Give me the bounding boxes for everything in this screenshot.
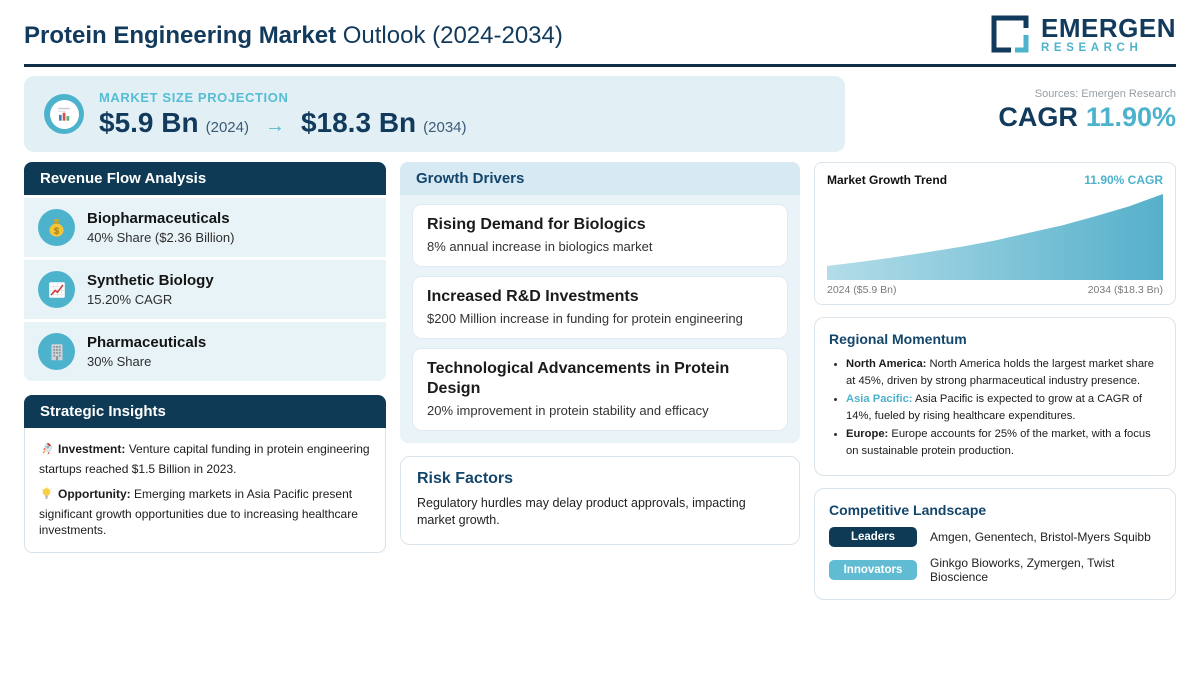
start-year: (2024) <box>205 118 249 136</box>
end-value: $18.3 Bn <box>300 106 417 138</box>
risk-factors-section: Risk Factors Regulatory hurdles may dela… <box>400 456 800 545</box>
sources-note: Sources: Emergen Research <box>1034 88 1176 100</box>
driver-title: Technological Advancements in Protein De… <box>427 360 730 397</box>
office-building-icon <box>38 333 75 370</box>
regional-list: North America: North America holds the l… <box>829 356 1161 459</box>
competitive-row: Innovators Ginkgo Bioworks, Zymergen, Tw… <box>829 556 1161 584</box>
region-text: North America holds the largest market s… <box>846 358 1154 387</box>
revenue-flow-title: Revenue Flow Analysis <box>24 162 386 195</box>
insight-lead: Investment: <box>58 442 126 456</box>
innovators-badge: Innovators <box>829 560 917 580</box>
competitive-landscape-section: Competitive Landscape Leaders Amgen, Gen… <box>814 488 1176 600</box>
header: Protein Engineering Market Outlook (2024… <box>0 0 1200 56</box>
revenue-item-title: Pharmaceuticals <box>87 334 207 351</box>
revenue-item-title: Biopharmaceuticals <box>87 210 230 227</box>
insight-lead: Opportunity: <box>58 487 131 501</box>
revenue-item: Pharmaceuticals 30% Share <box>24 322 386 381</box>
strategic-insights-title: Strategic Insights <box>24 395 386 428</box>
x-axis-start-label: 2024 ($5.9 Bn) <box>827 284 897 296</box>
logo-square-icon <box>991 15 1029 53</box>
growth-driver-card: Increased R&D Investments $200 Million i… <box>412 276 788 339</box>
driver-subtitle: $200 Million increase in funding for pro… <box>427 311 743 326</box>
header-divider <box>24 64 1176 67</box>
risk-factors-text: Regulatory hurdles may delay product app… <box>417 496 746 527</box>
page-title: Protein Engineering Market Outlook (2024… <box>24 22 563 50</box>
cagr-line: CAGR 11.90% <box>845 102 1176 133</box>
regional-item: North America: North America holds the l… <box>846 356 1161 389</box>
page-title-bold: Protein Engineering Market <box>24 22 337 49</box>
region-text: Europe accounts for 25% of the market, w… <box>846 428 1151 457</box>
region-lead: Asia Pacific: <box>846 393 913 405</box>
innovators-companies: Ginkgo Bioworks, Zymergen, Twist Bioscie… <box>930 556 1115 584</box>
region-lead: North America: <box>846 358 927 370</box>
regional-title: Regional Momentum <box>829 331 967 347</box>
driver-title: Rising Demand for Biologics <box>427 216 646 233</box>
market-growth-area-chart <box>827 194 1163 280</box>
insight-text: Emerging markets in Asia Pacific present… <box>39 487 358 537</box>
growth-driver-card: Rising Demand for Biologics 8% annual in… <box>412 204 788 267</box>
revenue-flow-section: Revenue Flow Analysis $ Biopharmaceutica… <box>24 162 386 381</box>
content-grid: Revenue Flow Analysis $ Biopharmaceutica… <box>24 162 1176 600</box>
middle-column: Growth Drivers Rising Demand for Biologi… <box>400 162 800 545</box>
brand-logo: EMERGEN RESEARCH <box>988 12 1176 56</box>
logo-text: EMERGEN RESEARCH <box>1041 15 1176 54</box>
lightbulb-icon <box>39 486 54 506</box>
driver-title: Increased R&D Investments <box>427 288 639 305</box>
revenue-item-subtitle: 30% Share <box>87 354 152 369</box>
svg-text:$: $ <box>54 226 60 237</box>
driver-subtitle: 20% improvement in protein stability and… <box>427 403 709 418</box>
bar-chart-icon <box>44 94 84 134</box>
growth-drivers-title: Growth Drivers <box>400 162 800 195</box>
cagr-value: 11.90% <box>1085 102 1176 132</box>
revenue-item-title: Synthetic Biology <box>87 272 214 289</box>
revenue-item-subtitle: 40% Share ($2.36 Billion) <box>87 230 235 245</box>
region-lead: Europe: <box>846 428 889 440</box>
market-size-banner: MARKET SIZE PROJECTION $5.9 Bn (2024) → … <box>24 76 845 152</box>
growth-driver-card: Technological Advancements in Protein De… <box>412 348 788 431</box>
start-value: $5.9 Bn <box>99 106 199 138</box>
risk-factors-title: Risk Factors <box>417 470 514 487</box>
logo-line2: RESEARCH <box>1041 41 1143 54</box>
bar-chart-glyph <box>58 107 70 121</box>
trend-title: Market Growth Trend <box>827 173 948 187</box>
money-bag-icon: $ <box>38 209 75 246</box>
market-size-text: MARKET SIZE PROJECTION $5.9 Bn (2024) → … <box>99 90 467 139</box>
regional-item: Europe: Europe accounts for 25% of the m… <box>846 426 1161 459</box>
chart-increasing-icon <box>38 271 75 308</box>
end-year: (2034) <box>423 118 467 136</box>
leaders-badge: Leaders <box>829 527 917 547</box>
insight-item: Opportunity: Emerging markets in Asia Pa… <box>39 486 371 539</box>
region-text: Asia Pacific is expected to grow at a CA… <box>846 393 1143 422</box>
market-size-label: MARKET SIZE PROJECTION <box>99 89 289 105</box>
market-size-values: $5.9 Bn (2024) → $18.3 Bn (2034) <box>99 107 467 139</box>
driver-subtitle: 8% annual increase in biologics market <box>427 239 653 254</box>
insight-text: Venture capital funding in protein engin… <box>39 442 370 476</box>
market-size-row: MARKET SIZE PROJECTION $5.9 Bn (2024) → … <box>24 76 1176 152</box>
logo-line1: EMERGEN <box>1041 12 1176 43</box>
revenue-item: $ Biopharmaceuticals 40% Share ($2.36 Bi… <box>24 198 386 257</box>
growth-drivers-section: Growth Drivers Rising Demand for Biologi… <box>400 162 800 443</box>
revenue-item-subtitle: 15.20% CAGR <box>87 292 173 307</box>
arrow-icon: → <box>264 114 285 137</box>
insight-item: Investment: Venture capital funding in p… <box>39 441 371 477</box>
competitive-title: Competitive Landscape <box>829 502 987 518</box>
regional-momentum-section: Regional Momentum North America: North A… <box>814 317 1176 476</box>
right-column: Market Growth Trend 11.90% CAGR 2024 ($5… <box>814 162 1176 600</box>
competitive-row: Leaders Amgen, Genentech, Bristol-Myers … <box>829 527 1161 547</box>
cagr-block: Sources: Emergen Research CAGR 11.90% <box>845 76 1176 152</box>
market-growth-trend-section: Market Growth Trend 11.90% CAGR 2024 ($5… <box>814 162 1176 305</box>
trend-cagr: 11.90% CAGR <box>1084 173 1163 187</box>
regional-item: Asia Pacific: Asia Pacific is expected t… <box>846 391 1161 424</box>
rocket-icon <box>39 441 54 461</box>
revenue-item: Synthetic Biology 15.20% CAGR <box>24 260 386 319</box>
page-title-rest: Outlook (2024-2034) <box>336 22 563 49</box>
cagr-label: CAGR <box>998 102 1078 132</box>
left-column: Revenue Flow Analysis $ Biopharmaceutica… <box>24 162 386 553</box>
leaders-companies: Amgen, Genentech, Bristol-Myers Squibb <box>930 530 1151 544</box>
strategic-insights-section: Strategic Insights Inve <box>24 395 386 553</box>
x-axis-end-label: 2034 ($18.3 Bn) <box>1087 284 1163 296</box>
